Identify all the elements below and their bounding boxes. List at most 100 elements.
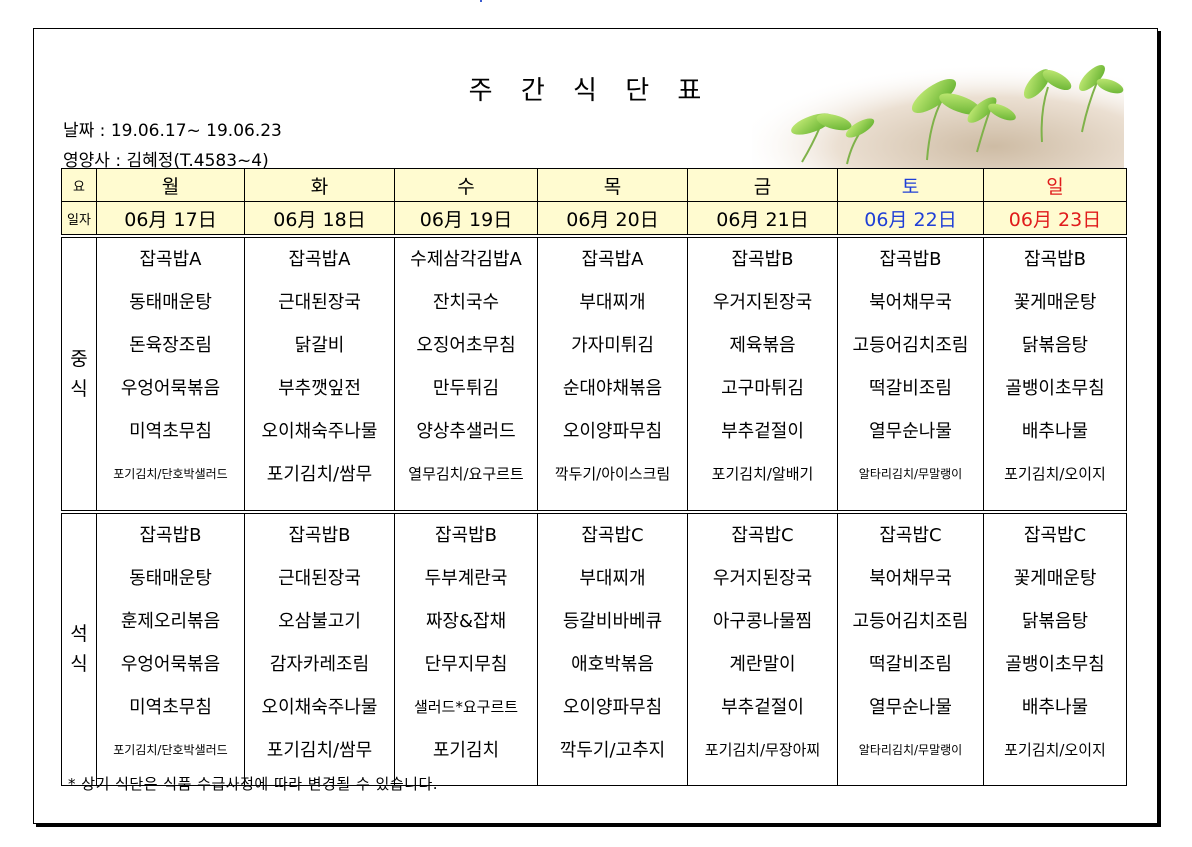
menu-item: 깍두기/아이스크림 bbox=[554, 465, 671, 483]
menu-item: 잡곡밥B bbox=[731, 249, 794, 270]
menu-item: 잡곡밥A bbox=[139, 249, 202, 270]
menu-item: 양상추샐러드 bbox=[416, 421, 516, 442]
menu-item: 꽃게매운탕 bbox=[1013, 567, 1097, 589]
menu-item: 부추겉절이 bbox=[721, 421, 804, 442]
menu-item: 제육볶음 bbox=[729, 335, 796, 356]
separator-row bbox=[61, 234, 1127, 238]
menu-item: 샐러드*요구르트 bbox=[413, 697, 519, 716]
separator-row bbox=[61, 509, 1127, 514]
menu-item: 오이양파무침 bbox=[562, 421, 663, 442]
lunch-label-char-1: 중 bbox=[70, 347, 88, 370]
lunch-fri: 잡곡밥B 우거지된장국 제육볶음 고구마튀김 부추겉절이 포기김치/알배기 bbox=[687, 237, 838, 511]
menu-item: 두부계란국 bbox=[424, 567, 508, 589]
menu-item: 잡곡밥B bbox=[879, 249, 942, 270]
menu-item: 잡곡밥B bbox=[288, 524, 351, 546]
menu-item: 떡갈비조림 bbox=[869, 653, 952, 675]
menu-item: 오삼불고기 bbox=[278, 610, 361, 632]
menu-item: 가자미튀김 bbox=[571, 335, 654, 356]
menu-item: 오징어초무침 bbox=[416, 335, 516, 356]
menu-item: 고등어김치조림 bbox=[852, 610, 969, 632]
menu-item: 포기김치/단호박샐러드 bbox=[113, 742, 228, 757]
date-wed: 06月 19日 bbox=[394, 201, 538, 235]
dinner-label-char-2: 식 bbox=[70, 653, 88, 676]
day-label: 요 bbox=[61, 168, 97, 202]
day-thu: 목 bbox=[537, 168, 688, 202]
menu-item: 애호박볶음 bbox=[571, 653, 654, 675]
date-label: 일자 bbox=[61, 201, 97, 235]
menu-item: 감자카레조림 bbox=[269, 653, 370, 675]
menu-item: 잡곡밥B bbox=[434, 524, 498, 546]
weekly-menu-table: 요 월 화 수 목 금 토 일 일자 06月 17日 06月 18日 06月 1… bbox=[61, 168, 1127, 786]
menu-item: 닭갈비 bbox=[294, 335, 345, 356]
menu-item: 등갈비바베큐 bbox=[562, 610, 663, 632]
menu-item: 부대찌개 bbox=[579, 292, 646, 313]
menu-item: 포기김치/알배기 bbox=[711, 465, 814, 483]
menu-item: 근대된장국 bbox=[278, 292, 361, 313]
menu-item: 순대야채볶음 bbox=[562, 378, 663, 399]
menu-item: 미역초무침 bbox=[129, 696, 212, 718]
menu-item: 부추깻잎전 bbox=[278, 378, 361, 399]
day-wed: 수 bbox=[394, 168, 538, 202]
menu-item: 부추겉절이 bbox=[721, 696, 804, 718]
menu-item: 우엉어묵볶음 bbox=[120, 653, 221, 675]
menu-item: 훈제오리볶음 bbox=[120, 610, 221, 632]
menu-item: 알타리김치/무말랭이 bbox=[858, 742, 963, 757]
date-fri: 06月 21日 bbox=[687, 201, 838, 235]
sprouts-image bbox=[752, 52, 1124, 170]
footer-note: * 상기 식단은 식품 수급사정에 따라 변경될 수 있습니다. bbox=[68, 775, 439, 793]
menu-item: 오이양파무침 bbox=[562, 696, 663, 718]
lunch-row: 중 식 잡곡밥A 동태매운탕 돈육장조림 우엉어묵볶음 미역초무침 포기김치/단호박샐러드… bbox=[61, 237, 1127, 511]
day-sun: 일 bbox=[983, 168, 1127, 202]
menu-item: 잡곡밥C bbox=[731, 524, 794, 546]
menu-item: 근대된장국 bbox=[278, 567, 361, 589]
menu-item: 북어채무국 bbox=[869, 567, 952, 589]
menu-item: 포기김치 bbox=[432, 739, 500, 761]
lunch-label-char-2: 식 bbox=[70, 377, 88, 400]
day-sat: 토 bbox=[837, 168, 984, 202]
menu-item: 잡곡밥B bbox=[1023, 249, 1087, 270]
date-tue: 06月 18日 bbox=[244, 201, 395, 235]
menu-item: 짜장&잡채 bbox=[425, 610, 507, 632]
menu-item: 아구콩나물찜 bbox=[712, 610, 813, 632]
dinner-tue: 잡곡밥B 근대된장국 오삼불고기 감자카레조림 오이채숙주나물 포기김치/쌈무 bbox=[244, 512, 395, 786]
menu-item: 수제삼각김밥A bbox=[410, 249, 522, 270]
menu-item: 알타리김치/무말랭이 bbox=[858, 467, 963, 481]
menu-item: 고구마튀김 bbox=[721, 378, 804, 399]
menu-item: 닭볶음탕 bbox=[1021, 610, 1089, 632]
day-fri: 금 bbox=[687, 168, 838, 202]
menu-item: 포기김치/단호박샐러드 bbox=[113, 467, 228, 481]
date-range: 날짜 : 19.06.17~ 19.06.23 bbox=[63, 121, 282, 141]
menu-item: 포기김치/무장아찌 bbox=[704, 740, 821, 759]
dinner-fri: 잡곡밥C 우거지된장국 아구콩나물찜 계란말이 부추겉절이 포기김치/무장아찌 bbox=[687, 512, 838, 786]
lunch-mon: 잡곡밥A 동태매운탕 돈육장조림 우엉어묵볶음 미역초무침 포기김치/단호박샐러드 bbox=[96, 237, 245, 511]
dinner-label: 석 식 bbox=[61, 512, 97, 786]
menu-item: 포기김치/쌈무 bbox=[266, 739, 373, 761]
menu-item: 배추나물 bbox=[1021, 696, 1089, 718]
menu-item: 동태매운탕 bbox=[129, 567, 212, 589]
menu-item: 우엉어묵볶음 bbox=[120, 378, 221, 399]
menu-item: 잡곡밥A bbox=[288, 249, 351, 270]
page-title: 주 간 식 단 표 bbox=[468, 76, 712, 106]
lunch-wed: 수제삼각김밥A 잔치국수 오징어초무침 만두튀김 양상추샐러드 열무김치/요구르트 bbox=[394, 237, 538, 511]
menu-item: 포기김치/오이지 bbox=[1004, 465, 1106, 483]
menu-item: 포기김치/쌈무 bbox=[266, 464, 373, 485]
menu-item: 동태매운탕 bbox=[129, 292, 212, 313]
menu-item: 배추나물 bbox=[1021, 421, 1089, 442]
menu-item: 포기김치/오이지 bbox=[1004, 740, 1106, 759]
menu-item: 잡곡밥C bbox=[879, 524, 942, 546]
date-header-row: 일자 06月 17日 06月 18日 06月 19日 06月 20日 06月 2… bbox=[61, 201, 1127, 235]
menu-item: 부대찌개 bbox=[579, 567, 646, 589]
dinner-label-char-1: 석 bbox=[70, 623, 88, 646]
menu-item: 오이채숙주나물 bbox=[261, 421, 378, 442]
menu-item: 열무순나물 bbox=[869, 421, 952, 442]
menu-item: 계란말이 bbox=[729, 653, 796, 675]
day-header-row: 요 월 화 수 목 금 토 일 bbox=[61, 168, 1127, 202]
menu-item: 잡곡밥A bbox=[581, 249, 644, 270]
day-tue: 화 bbox=[244, 168, 395, 202]
menu-item: 단무지무침 bbox=[424, 653, 508, 675]
lunch-label: 중 식 bbox=[61, 237, 97, 511]
